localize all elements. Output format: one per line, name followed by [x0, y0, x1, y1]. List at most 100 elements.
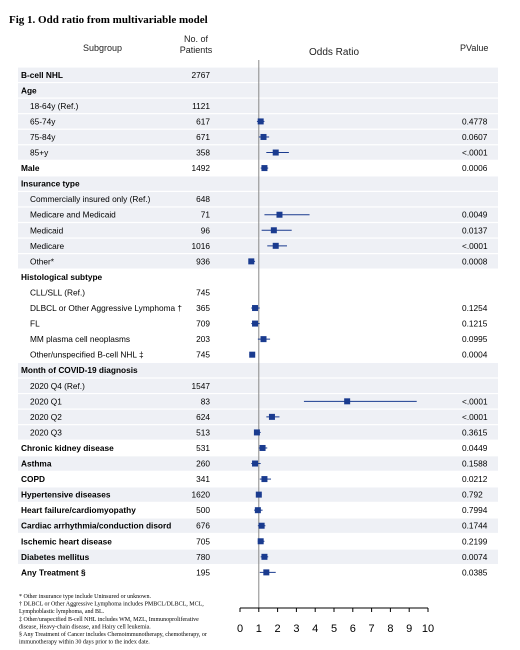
- table-row: Chronic kidney disease 531 0.0449: [21, 443, 488, 453]
- odds-ratio-marker: [249, 351, 256, 358]
- table-row: Commercially insured only (Ref.) 648: [30, 194, 210, 204]
- p-value: 0.4778: [462, 116, 488, 126]
- row-shade: [18, 83, 498, 98]
- patient-count: 617: [196, 116, 210, 126]
- odds-ratio-marker: [263, 569, 270, 576]
- p-value: 0.1588: [462, 459, 488, 469]
- table-row: Medicaid 96 0.0137: [30, 225, 488, 235]
- x-tick-label: 9: [406, 623, 412, 635]
- row-label: FL: [30, 319, 40, 329]
- table-row: COPD 341 0.0212: [21, 474, 488, 484]
- patient-count: 745: [196, 350, 210, 360]
- table-row: 75-84y 671 0.0607: [30, 132, 488, 142]
- footnotes: * Other insurance type include Uninsured…: [19, 594, 207, 646]
- row-shade: [18, 254, 498, 269]
- x-tick-label: 7: [369, 623, 375, 635]
- table-row: 18-64y (Ref.) 1121: [30, 101, 210, 111]
- footnote: § Any Treatment of Cancer includes Chemo…: [19, 631, 207, 638]
- row-label: Medicaid: [30, 225, 64, 235]
- row-shade: [18, 549, 498, 564]
- header-pvalue: PValue: [460, 43, 488, 53]
- row-label: 2020 Q1: [30, 396, 62, 406]
- table-rows: B-cell NHL 2767 Age 18-64y (Ref.) 1121 65-74y…: [21, 70, 488, 578]
- p-value: 0.1254: [462, 303, 488, 313]
- x-tick-label: 4: [312, 623, 318, 635]
- row-label: DLBCL or Other Aggressive Lymphoma †: [30, 303, 182, 313]
- p-value: <.0001: [462, 241, 488, 251]
- patient-count: 1121: [192, 101, 210, 111]
- x-tick-label: 10: [422, 623, 434, 635]
- patient-count: 195: [196, 567, 210, 577]
- odds-ratio-marker: [252, 320, 259, 327]
- table-row: 2020 Q2 624 <.0001: [30, 412, 488, 422]
- table-row: Heart failure/cardiomyopathy 500 0.7994: [21, 505, 488, 515]
- patient-count: 709: [196, 319, 210, 329]
- p-value: 0.0074: [462, 552, 488, 562]
- row-label: Insurance type: [21, 179, 80, 189]
- row-label: Diabetes mellitus: [21, 552, 90, 562]
- odds-ratio-marker: [261, 476, 268, 483]
- row-label: Hypertensive diseases: [21, 490, 111, 500]
- table-row: Histological subtype: [21, 272, 103, 282]
- x-tick-label: 1: [256, 623, 262, 635]
- table-row: MM plasma cell neoplasms 203 0.0995: [30, 334, 488, 344]
- odds-ratio-marker: [254, 507, 261, 514]
- footnote: immunotherapy within 30 days prior to th…: [19, 640, 150, 646]
- table-row: Cardiac arrhythmia/conduction disord 676 0…: [21, 521, 488, 531]
- row-label: Medicare: [30, 241, 65, 251]
- row-label: 65-74y: [30, 116, 56, 126]
- p-value: 0.0449: [462, 443, 488, 453]
- table-row: Age: [21, 85, 37, 95]
- patient-count: 1620: [192, 490, 211, 500]
- odds-ratio-marker: [257, 538, 264, 545]
- table-row: Other* 936 0.0008: [30, 256, 488, 266]
- table-row: Asthma 260 0.1588: [21, 459, 488, 469]
- patient-count: 1547: [192, 381, 211, 391]
- row-label: MM plasma cell neoplasms: [30, 334, 130, 344]
- row-label: Ischemic heart disease: [21, 536, 112, 546]
- table-row: CLL/SLL (Ref.) 745: [30, 287, 210, 297]
- patient-count: 358: [196, 148, 210, 158]
- row-label: Cardiac arrhythmia/conduction disord: [21, 521, 171, 531]
- p-value: 0.0137: [462, 225, 488, 235]
- table-row: 85+y 358 <.0001: [30, 148, 488, 158]
- row-label: Month of COVID-19 diagnosis: [21, 365, 138, 375]
- odds-ratio-marker: [344, 398, 351, 405]
- row-label: Other/unspecified B-cell NHL ‡: [30, 350, 144, 360]
- odds-ratio-marker: [248, 258, 255, 265]
- footnote: disease, Heavy-chain disease, and Hairy …: [19, 624, 151, 630]
- patient-count: 624: [196, 412, 210, 422]
- row-label: 85+y: [30, 148, 49, 158]
- odds-ratio-marker: [253, 429, 260, 436]
- footnote: * Other insurance type include Uninsured…: [19, 594, 151, 600]
- patient-count: 936: [196, 256, 210, 266]
- table-row: Hypertensive diseases 1620 0.792: [21, 490, 483, 500]
- odds-ratio-marker: [252, 460, 259, 467]
- row-label: Asthma: [21, 459, 52, 469]
- patient-count: 745: [196, 287, 210, 297]
- odds-ratio-marker: [272, 242, 279, 249]
- row-label: Histological subtype: [21, 272, 103, 282]
- patient-count: 203: [196, 334, 210, 344]
- row-shade: [18, 394, 498, 409]
- p-value: 0.2199: [462, 536, 488, 546]
- patient-count: 780: [196, 552, 210, 562]
- footnote: Lymphoblastic lymphoma, and BL.: [19, 609, 105, 615]
- footnote: † DLBCL or Other Aggressive Lymphoma inc…: [19, 602, 204, 608]
- odds-ratio-marker: [255, 491, 262, 498]
- row-label: Heart failure/cardiomyopathy: [21, 505, 136, 515]
- odds-ratio-marker: [252, 305, 259, 312]
- table-row: FL 709 0.1215: [30, 319, 488, 329]
- p-value: <.0001: [462, 412, 488, 422]
- p-value: 0.7994: [462, 505, 488, 515]
- row-shade: [18, 409, 498, 425]
- row-label: CLL/SLL (Ref.): [30, 287, 85, 297]
- odds-ratio-marker: [259, 444, 266, 451]
- patient-count: 260: [196, 459, 210, 469]
- header-subgroup: Subgroup: [83, 43, 122, 53]
- table-row: B-cell NHL 2767: [21, 70, 210, 80]
- row-label: 2020 Q4 (Ref.): [30, 381, 85, 391]
- row-label: B-cell NHL: [21, 70, 63, 80]
- x-tick-label: 3: [293, 623, 299, 635]
- row-label: 75-84y: [30, 132, 56, 142]
